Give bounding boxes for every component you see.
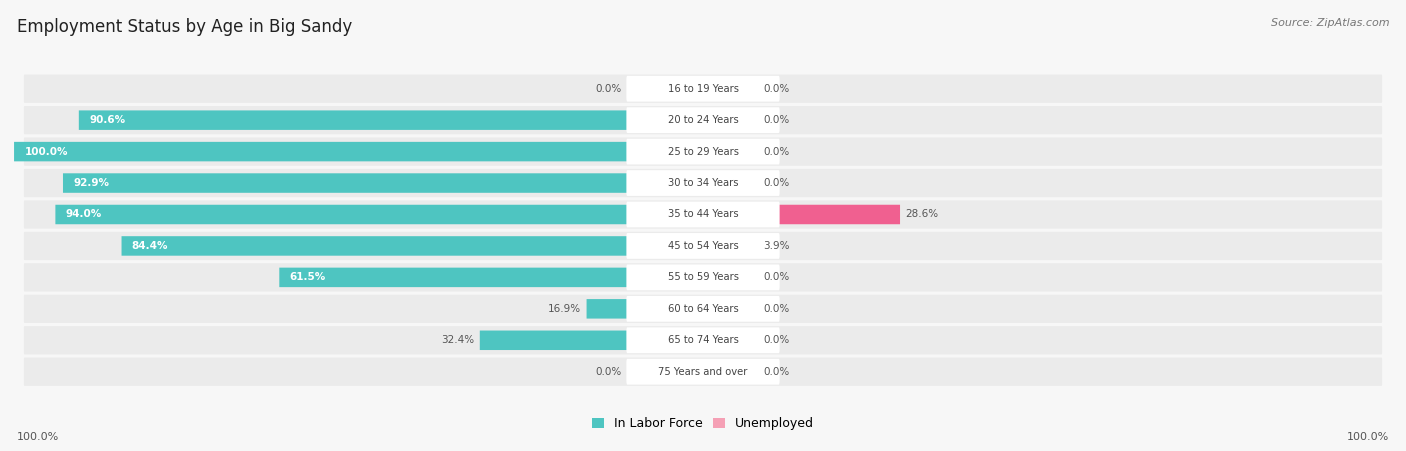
FancyBboxPatch shape [627,202,779,227]
Text: 28.6%: 28.6% [905,210,939,220]
FancyBboxPatch shape [627,170,779,196]
FancyBboxPatch shape [14,142,703,161]
Text: 0.0%: 0.0% [763,304,790,314]
FancyBboxPatch shape [703,362,758,382]
FancyBboxPatch shape [627,359,779,385]
Text: 25 to 29 Years: 25 to 29 Years [668,147,738,156]
Text: 32.4%: 32.4% [441,335,474,345]
Text: 3.9%: 3.9% [763,241,790,251]
Text: 0.0%: 0.0% [763,367,790,377]
FancyBboxPatch shape [24,295,1382,323]
FancyBboxPatch shape [703,173,758,193]
Text: 100.0%: 100.0% [1347,432,1389,442]
Text: 100.0%: 100.0% [17,432,59,442]
FancyBboxPatch shape [24,169,1382,197]
Legend: In Labor Force, Unemployed: In Labor Force, Unemployed [586,412,820,435]
FancyBboxPatch shape [63,173,703,193]
FancyBboxPatch shape [703,110,758,130]
Text: 84.4%: 84.4% [132,241,169,251]
FancyBboxPatch shape [627,107,779,133]
Text: 100.0%: 100.0% [24,147,67,156]
FancyBboxPatch shape [24,138,1382,166]
Text: 60 to 64 Years: 60 to 64 Years [668,304,738,314]
Text: 0.0%: 0.0% [763,335,790,345]
FancyBboxPatch shape [79,110,703,130]
FancyBboxPatch shape [627,264,779,290]
Text: 0.0%: 0.0% [763,178,790,188]
FancyBboxPatch shape [627,76,779,101]
FancyBboxPatch shape [627,233,779,259]
Text: 0.0%: 0.0% [596,84,621,94]
FancyBboxPatch shape [55,205,703,224]
Text: 90.6%: 90.6% [89,115,125,125]
Text: 61.5%: 61.5% [290,272,326,282]
Text: 20 to 24 Years: 20 to 24 Years [668,115,738,125]
Text: 0.0%: 0.0% [763,147,790,156]
FancyBboxPatch shape [24,200,1382,229]
FancyBboxPatch shape [627,139,779,165]
FancyBboxPatch shape [703,205,900,224]
FancyBboxPatch shape [24,358,1382,386]
FancyBboxPatch shape [24,106,1382,134]
FancyBboxPatch shape [280,267,703,287]
FancyBboxPatch shape [627,327,779,353]
FancyBboxPatch shape [703,236,758,256]
Text: 16.9%: 16.9% [548,304,581,314]
Text: Source: ZipAtlas.com: Source: ZipAtlas.com [1271,18,1389,28]
FancyBboxPatch shape [479,331,703,350]
Text: 0.0%: 0.0% [596,367,621,377]
Text: 75 Years and over: 75 Years and over [658,367,748,377]
Text: Employment Status by Age in Big Sandy: Employment Status by Age in Big Sandy [17,18,352,36]
FancyBboxPatch shape [24,74,1382,103]
FancyBboxPatch shape [703,267,758,287]
FancyBboxPatch shape [627,296,779,322]
Text: 65 to 74 Years: 65 to 74 Years [668,335,738,345]
Text: 16 to 19 Years: 16 to 19 Years [668,84,738,94]
Text: 94.0%: 94.0% [66,210,103,220]
FancyBboxPatch shape [24,263,1382,291]
Text: 35 to 44 Years: 35 to 44 Years [668,210,738,220]
Text: 30 to 34 Years: 30 to 34 Years [668,178,738,188]
FancyBboxPatch shape [121,236,703,256]
Text: 0.0%: 0.0% [763,272,790,282]
Text: 92.9%: 92.9% [73,178,110,188]
Text: 0.0%: 0.0% [763,115,790,125]
Text: 0.0%: 0.0% [763,84,790,94]
FancyBboxPatch shape [24,326,1382,354]
FancyBboxPatch shape [703,299,758,318]
Text: 55 to 59 Years: 55 to 59 Years [668,272,738,282]
FancyBboxPatch shape [703,79,758,98]
FancyBboxPatch shape [703,142,758,161]
Text: 45 to 54 Years: 45 to 54 Years [668,241,738,251]
FancyBboxPatch shape [24,232,1382,260]
FancyBboxPatch shape [586,299,703,318]
FancyBboxPatch shape [703,331,758,350]
